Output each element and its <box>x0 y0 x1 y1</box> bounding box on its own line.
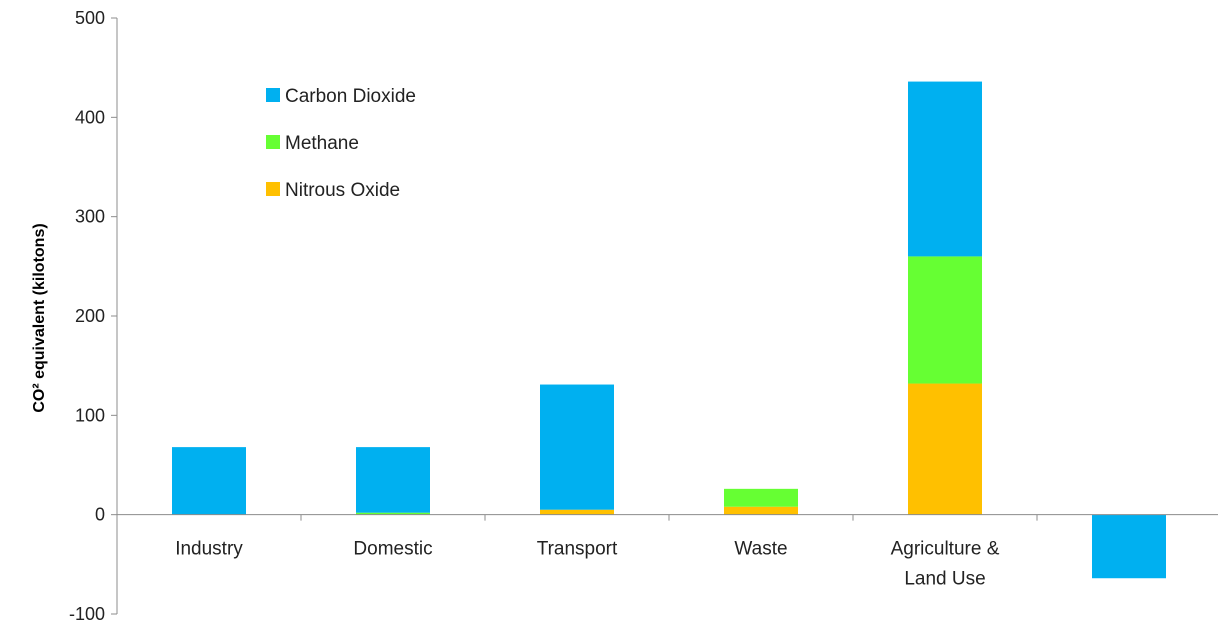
bar-segment-carbon-dioxide-0 <box>172 447 246 515</box>
bar-segment-methane-3 <box>724 488 798 507</box>
y-tick-label: -100 <box>69 604 105 624</box>
bar-segment-nitrous-oxide-3 <box>724 506 798 515</box>
bar-segment-carbon-dioxide-5 <box>1092 514 1166 579</box>
legend-swatch-carbon-dioxide <box>266 88 280 102</box>
y-tick-label: 300 <box>75 207 105 227</box>
x-category-label: Industry <box>175 539 243 560</box>
y-tick-label: 200 <box>75 306 105 326</box>
y-axis-title: CO² equivalent (kilotons) <box>31 223 48 412</box>
bar-segment-methane-1 <box>356 512 430 515</box>
axes-layer: -100 0 100 200 300 400 500 Industry Domestic Tran… <box>69 8 1218 624</box>
legend-swatch-methane <box>266 135 280 149</box>
bar-segment-carbon-dioxide-4 <box>908 81 982 257</box>
bar-segment-carbon-dioxide-2 <box>540 384 614 510</box>
y-tick-label: 500 <box>75 8 105 28</box>
x-category-label: Domestic <box>353 539 432 560</box>
x-category-label: Land Use <box>904 569 985 590</box>
bars-layer <box>172 81 1166 579</box>
y-tick-label: 100 <box>75 405 105 425</box>
bar-segment-methane-4 <box>908 256 982 384</box>
legend: Carbon Dioxide Methane Nitrous Oxide <box>266 86 416 201</box>
legend-swatch-nitrous-oxide <box>266 182 280 196</box>
legend-label-carbon-dioxide: Carbon Dioxide <box>285 86 416 107</box>
legend-label-nitrous-oxide: Nitrous Oxide <box>285 180 400 201</box>
bar-segment-carbon-dioxide-1 <box>356 447 430 513</box>
bar-segment-nitrous-oxide-2 <box>540 509 614 515</box>
bar-segment-nitrous-oxide-4 <box>908 383 982 515</box>
y-tick-label: 0 <box>95 505 105 525</box>
x-category-label: Transport <box>537 539 618 560</box>
x-category-label: Agriculture & <box>891 539 1000 560</box>
y-tick-label: 400 <box>75 107 105 127</box>
legend-label-methane: Methane <box>285 133 359 154</box>
x-category-label: Waste <box>734 539 787 560</box>
